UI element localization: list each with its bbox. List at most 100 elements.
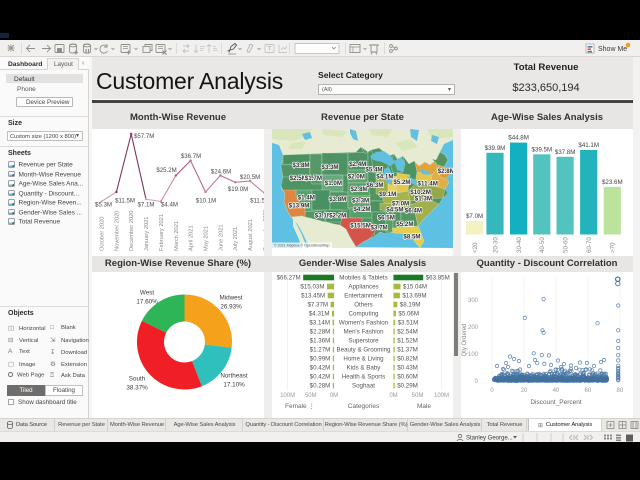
- svg-text:$6.3M: $6.3M: [366, 182, 383, 189]
- svg-text:$7.0M: $7.0M: [466, 213, 483, 220]
- svg-text:Northeast: Northeast: [220, 372, 248, 379]
- svg-text:Entertainment: Entertainment: [344, 292, 383, 299]
- svg-text:40: 40: [553, 388, 560, 394]
- svg-text:300: 300: [468, 298, 479, 304]
- svg-text:$36.7M: $36.7M: [181, 153, 201, 160]
- svg-text:200: 200: [468, 325, 479, 331]
- svg-text:$23.6M: $23.6M: [602, 179, 623, 186]
- svg-text:$0.42M: $0.42M: [310, 364, 331, 371]
- svg-text:$2.4M: $2.4M: [349, 161, 366, 168]
- svg-text:$1.27M: $1.27M: [310, 346, 331, 353]
- svg-text:$57.7M: $57.7M: [134, 133, 154, 140]
- svg-text:$13.69M: $13.69M: [402, 292, 426, 299]
- svg-text:$3.3M: $3.3M: [321, 164, 338, 171]
- svg-text:50-60: 50-60: [563, 237, 570, 253]
- svg-text:$7.37M: $7.37M: [307, 301, 328, 308]
- svg-text:$0.60M: $0.60M: [397, 373, 418, 380]
- svg-text:Appliances: Appliances: [348, 283, 378, 290]
- svg-text:100: 100: [468, 352, 479, 358]
- svg-text:38.37%: 38.37%: [126, 384, 148, 391]
- svg-text:$0.99M: $0.99M: [310, 355, 331, 362]
- svg-text:26.93%: 26.93%: [220, 303, 242, 310]
- svg-text:0M: 0M: [389, 393, 397, 399]
- svg-text:Male: Male: [417, 403, 431, 410]
- svg-text:$11.5M: $11.5M: [250, 198, 264, 205]
- svg-text:40-50: 40-50: [539, 237, 546, 253]
- svg-text:Show Me: Show Me: [598, 46, 627, 53]
- svg-text:February 2021: February 2021: [159, 214, 165, 251]
- svg-text:March 2021: March 2021: [174, 221, 180, 251]
- svg-text:$1.52M: $1.52M: [397, 337, 418, 344]
- svg-text:$1.3M: $1.3M: [415, 195, 432, 202]
- svg-text:© 2021 Mapbox © OpenStreetMap: © 2021 Mapbox © OpenStreetMap: [274, 244, 329, 248]
- svg-text:30-40: 30-40: [516, 237, 523, 253]
- svg-text:$13.9M: $13.9M: [289, 202, 310, 209]
- svg-text:$8.19M: $8.19M: [400, 301, 421, 308]
- svg-text:$2.0M: $2.0M: [348, 173, 365, 180]
- svg-text:80: 80: [617, 388, 624, 394]
- svg-text:60-70: 60-70: [586, 237, 593, 253]
- svg-text:$15.03M: $15.03M: [300, 283, 324, 290]
- svg-text:$1.4M: $1.4M: [298, 195, 315, 202]
- svg-text:$4.2M: $4.2M: [353, 206, 370, 213]
- svg-text:$7.1M: $7.1M: [138, 202, 155, 209]
- svg-text:$37.8M: $37.8M: [555, 149, 576, 156]
- svg-text:$3.8M: $3.8M: [329, 196, 346, 203]
- svg-text:$2.28M: $2.28M: [310, 328, 331, 335]
- svg-text:Computing: Computing: [349, 310, 379, 317]
- svg-text:$15.5M: $15.5M: [350, 222, 371, 229]
- svg-text:$3.51M: $3.51M: [398, 319, 419, 326]
- svg-text:100M: 100M: [280, 393, 295, 399]
- svg-text:$63.85M: $63.85M: [426, 274, 450, 281]
- svg-text:$25.2M: $25.2M: [156, 167, 176, 174]
- svg-text:0: 0: [475, 379, 479, 385]
- svg-text:$11.4M: $11.4M: [418, 180, 438, 187]
- svg-text:$39.9M: $39.9M: [485, 145, 506, 152]
- svg-text:$8.5M: $8.5M: [403, 233, 420, 240]
- svg-text:$4.5M: $4.5M: [386, 207, 403, 214]
- svg-text:50M: 50M: [305, 393, 317, 399]
- svg-text:Soghaat: Soghaat: [352, 382, 375, 389]
- svg-text:50M: 50M: [412, 393, 424, 399]
- svg-text:$3.7M: $3.7M: [370, 225, 387, 232]
- svg-text:January 2021: January 2021: [144, 217, 150, 251]
- svg-text:$0.43M: $0.43M: [397, 364, 418, 371]
- svg-text:0: 0: [490, 388, 494, 394]
- svg-text:$5.4M: $5.4M: [365, 167, 382, 174]
- svg-text:Female ⋮: Female ⋮: [285, 403, 315, 410]
- svg-text:$2.8M: $2.8M: [350, 186, 367, 193]
- svg-text:$1.7M: $1.7M: [305, 175, 322, 182]
- svg-text:$5.06M: $5.06M: [398, 310, 419, 317]
- svg-text:$10.2M: $10.2M: [410, 189, 431, 196]
- svg-text:West: West: [140, 289, 154, 296]
- svg-text:$0.42M: $0.42M: [310, 373, 331, 380]
- svg-text:$5.3M: $5.3M: [95, 202, 112, 209]
- svg-text:$5.2M: $5.2M: [393, 179, 410, 186]
- svg-text:$20.5M: $20.5M: [240, 174, 260, 181]
- svg-text:$15.04M: $15.04M: [403, 283, 427, 290]
- svg-text:$3.14M: $3.14M: [309, 319, 330, 326]
- svg-text:Qty Ordered: Qty Ordered: [462, 323, 468, 356]
- svg-text:May 2021: May 2021: [204, 226, 210, 251]
- svg-text:$1.37M: $1.37M: [397, 346, 418, 353]
- svg-text:$13.45M: $13.45M: [301, 292, 325, 299]
- svg-text:$0.28M: $0.28M: [310, 382, 331, 389]
- svg-text:$6.4M: $6.4M: [405, 208, 422, 215]
- svg-text:<20: <20: [472, 242, 479, 253]
- svg-text:Beauty & Grooming: Beauty & Grooming: [337, 346, 392, 353]
- svg-text:$24.6M: $24.6M: [211, 169, 231, 176]
- svg-text:$66.27M: $66.27M: [277, 274, 301, 281]
- svg-text:South: South: [129, 375, 146, 382]
- svg-text:Stanley George...: Stanley George...: [466, 436, 513, 442]
- svg-text:$11.5M: $11.5M: [115, 198, 135, 205]
- svg-text:$19.0M: $19.0M: [228, 186, 248, 193]
- svg-text:November 2020: November 2020: [114, 211, 120, 251]
- svg-text:$1.0M: $1.0M: [325, 180, 342, 187]
- svg-text:$1.36M: $1.36M: [310, 337, 331, 344]
- svg-text:Others: Others: [354, 301, 373, 308]
- svg-text:July 2021: July 2021: [233, 227, 239, 251]
- svg-text:17.10%: 17.10%: [223, 381, 245, 388]
- svg-text:June 2021: June 2021: [218, 224, 224, 251]
- svg-text:October 2020: October 2020: [100, 217, 106, 251]
- svg-text:0M: 0M: [330, 393, 338, 399]
